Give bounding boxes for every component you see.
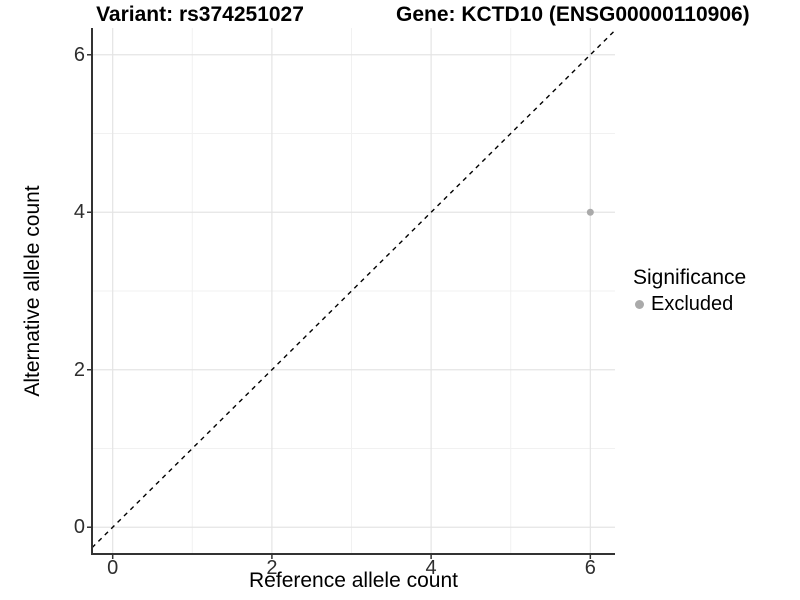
x-tick-label: 6 xyxy=(584,557,596,579)
legend-point-icon xyxy=(635,300,644,309)
x-tick-label: 0 xyxy=(107,557,119,579)
diagonal-reference-line xyxy=(91,29,616,549)
x-tick-label: 4 xyxy=(425,557,437,579)
variant-title: Variant: rs374251027 xyxy=(96,3,304,26)
y-tick-label: 4 xyxy=(73,201,85,224)
x-axis-title: Reference allele count xyxy=(249,569,458,592)
data-point xyxy=(586,208,594,216)
legend: Significance Excluded xyxy=(629,266,746,316)
gene-title: Gene: KCTD10 (ENSG00000110906) xyxy=(396,3,750,26)
legend-item-label: Excluded xyxy=(651,293,734,315)
y-axis-title: Alternative allele count xyxy=(21,185,44,397)
legend-item: Excluded xyxy=(629,293,746,316)
y-tick-label: 2 xyxy=(73,358,85,381)
legend-items: Excluded xyxy=(629,293,746,316)
plot-panel xyxy=(91,28,616,554)
legend-title: Significance xyxy=(633,266,747,289)
y-tick-label: 0 xyxy=(73,516,85,539)
y-tick-label: 6 xyxy=(73,43,85,66)
x-tick-label: 2 xyxy=(266,557,278,579)
